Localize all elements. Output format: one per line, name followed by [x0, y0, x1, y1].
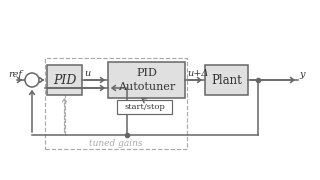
Text: start/stop: start/stop: [124, 103, 165, 111]
Text: y: y: [299, 69, 305, 78]
Text: PID: PID: [53, 73, 76, 87]
Text: u: u: [84, 69, 90, 78]
Text: tuned gains: tuned gains: [89, 140, 143, 148]
Text: u+Δ: u+Δ: [187, 69, 208, 78]
FancyBboxPatch shape: [205, 65, 248, 95]
Circle shape: [25, 73, 39, 87]
Text: −: −: [24, 78, 31, 87]
FancyBboxPatch shape: [117, 100, 172, 114]
Text: PID
Autotuner: PID Autotuner: [118, 68, 175, 92]
FancyBboxPatch shape: [47, 65, 82, 95]
Text: Plant: Plant: [211, 73, 242, 87]
Text: ref: ref: [8, 69, 22, 78]
Text: +: +: [30, 73, 36, 82]
FancyBboxPatch shape: [108, 62, 185, 98]
